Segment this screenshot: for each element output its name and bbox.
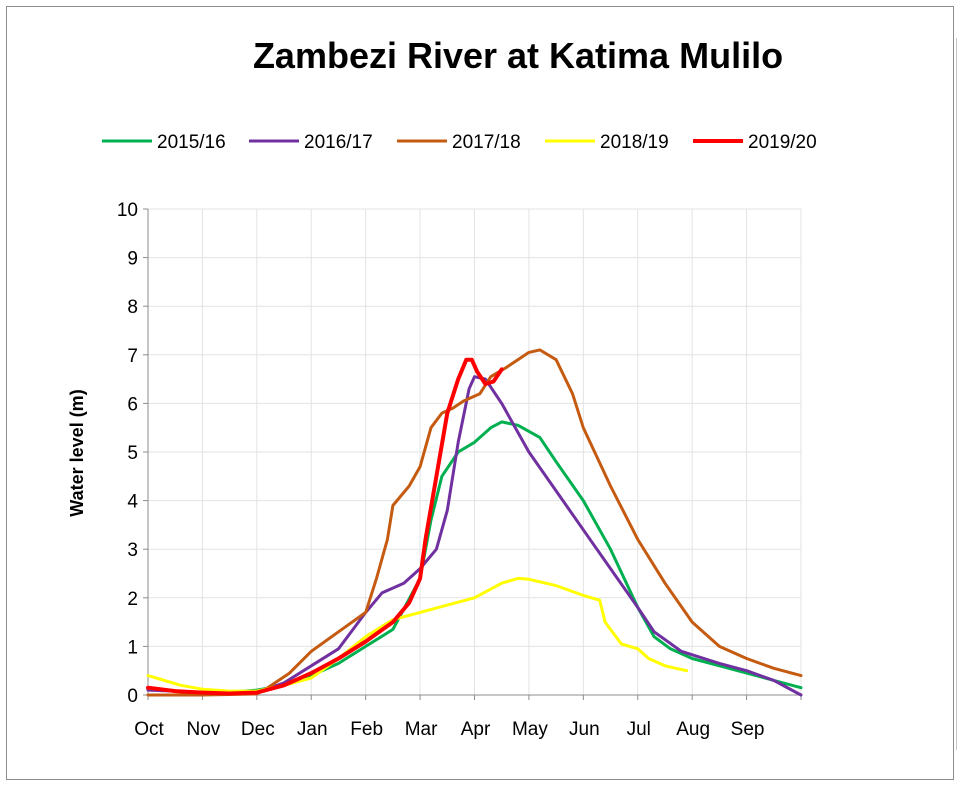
legend-label: 2015/16 [157, 132, 226, 153]
y-tick-label: 4 [127, 492, 138, 513]
legend-label: 2019/20 [748, 132, 817, 153]
x-tick-label: Feb [350, 719, 383, 740]
x-tick-label: Jul [627, 719, 651, 740]
y-tick-label: 1 [127, 637, 138, 658]
x-tick-labels: Oct Nov Dec Jan Feb Mar Apr May Jun Jul Aug Sep [134, 719, 764, 740]
y-tick-label: 2 [127, 589, 138, 610]
series-line-2019-20 [146, 357, 504, 696]
series-lines [146, 348, 803, 697]
y-tick-label: 10 [117, 200, 138, 221]
legend-label: 2018/19 [600, 132, 669, 153]
legend-label: 2017/18 [452, 132, 521, 153]
y-tick-label: 6 [127, 394, 138, 415]
x-tick-label: Sep [731, 719, 765, 740]
gridlines [148, 208, 802, 695]
x-tick-label: Dec [241, 719, 275, 740]
series-line-2016-17 [146, 375, 803, 697]
axes [143, 208, 802, 700]
series-line-2018-19 [146, 576, 689, 693]
legend: 2015/16 2016/17 2017/18 2018/19 2019/20 [102, 132, 817, 153]
adjacent-panel-edge [956, 38, 957, 750]
y-tick-label: 3 [127, 540, 138, 561]
series-line-2017-18 [146, 348, 803, 697]
x-tick-label: Oct [134, 719, 164, 740]
legend-label: 2016/17 [304, 132, 373, 153]
x-tick-label: Mar [405, 719, 438, 740]
chart-title: Zambezi River at Katima Mulilo [253, 35, 783, 76]
y-tick-label: 5 [127, 443, 138, 464]
y-tick-label: 7 [127, 346, 138, 367]
y-tick-label: 9 [127, 249, 138, 270]
x-tick-label: Apr [461, 719, 491, 740]
y-axis-label: Water level (m) [67, 389, 87, 516]
x-tick-label: Aug [676, 719, 710, 740]
x-tick-label: May [512, 719, 548, 740]
y-tick-label: 0 [127, 686, 138, 707]
x-tick-label: Jan [297, 719, 328, 740]
y-tick-label: 8 [127, 297, 138, 318]
x-tick-label: Jun [569, 719, 600, 740]
y-tick-labels: 0 1 2 3 4 5 6 7 8 9 10 [117, 200, 139, 707]
x-tick-label: Nov [187, 719, 221, 740]
